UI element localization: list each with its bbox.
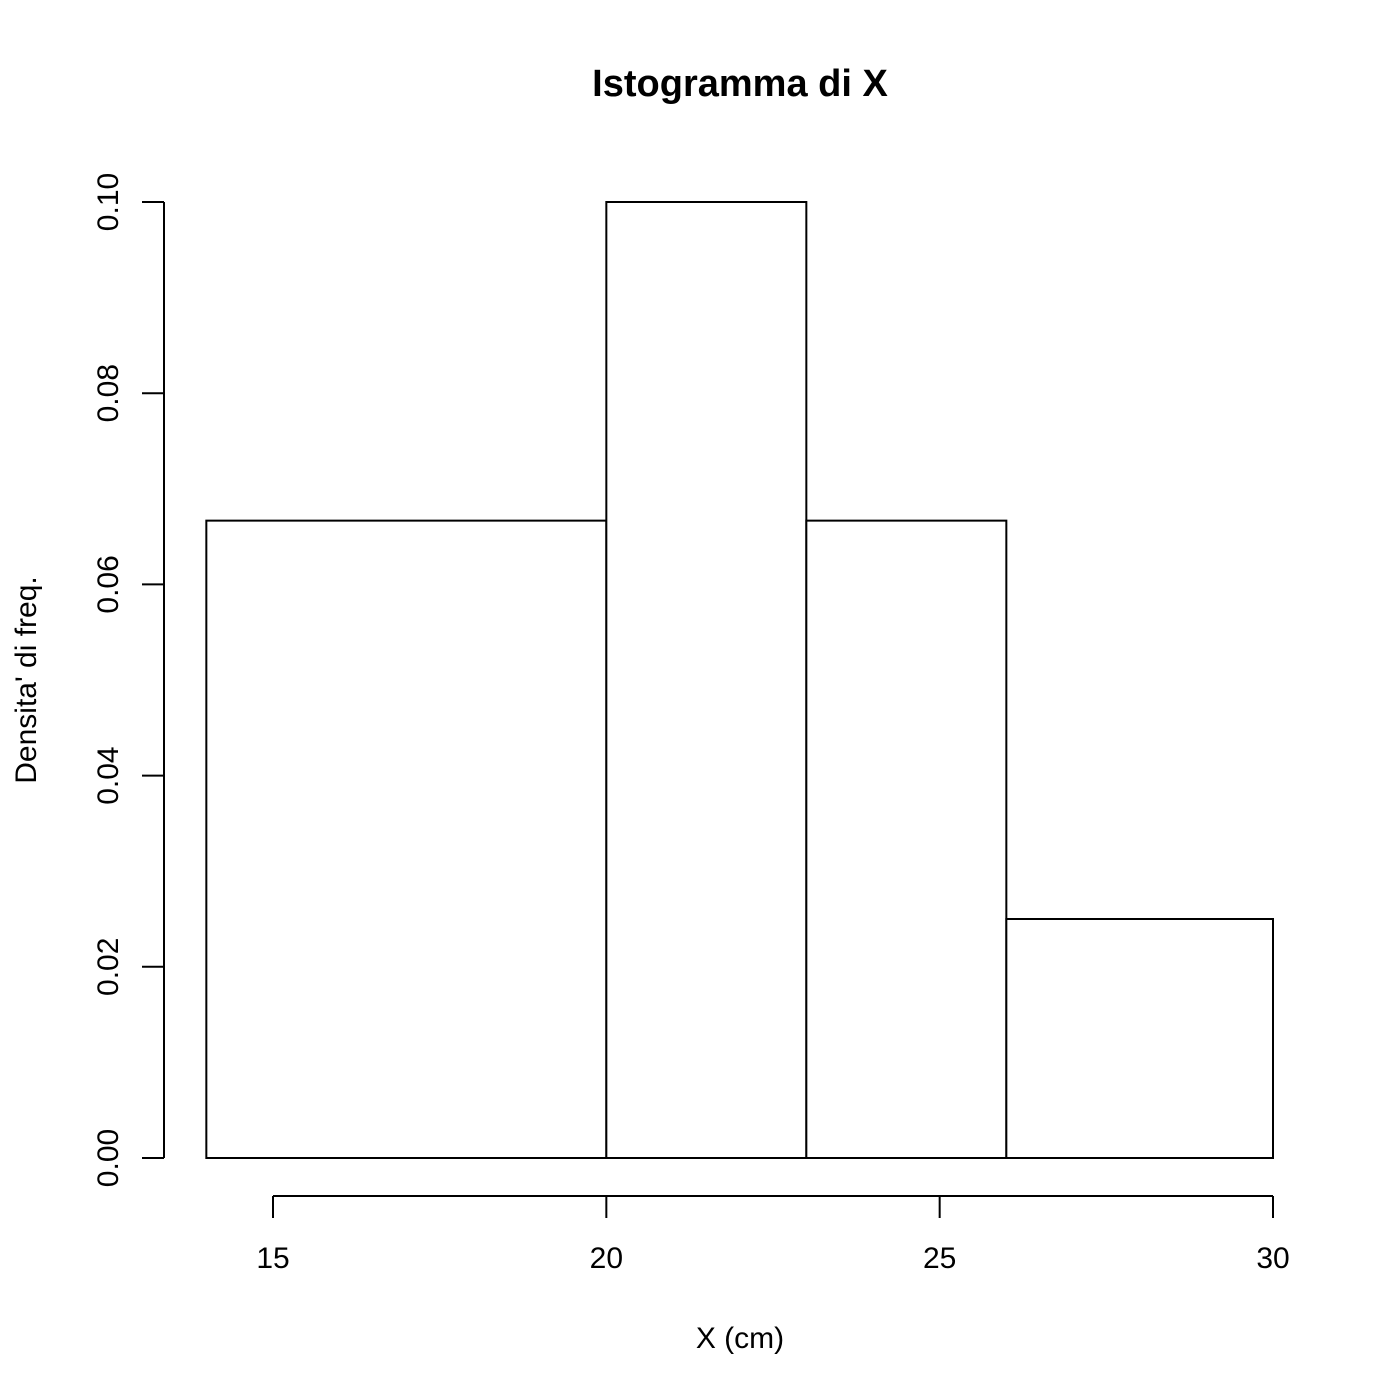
y-tick-label: 0.02 [92, 938, 125, 996]
x-axis: 15 20 25 30 [256, 1195, 1290, 1275]
bars-group [205, 201, 1274, 1159]
y-tick-label: 0.08 [92, 364, 125, 422]
histogram-bar-4 [1005, 918, 1274, 1159]
y-axis: 0.00 0.02 0.04 0.06 0.08 0.10 [92, 173, 165, 1187]
histogram-bar-3 [805, 519, 1008, 1159]
y-tick-label: 0.10 [92, 173, 125, 231]
x-tick-label: 30 [1256, 1242, 1289, 1275]
x-tick-label: 25 [923, 1242, 956, 1275]
histogram-bar-1 [205, 519, 608, 1159]
histogram-bar-2 [605, 201, 808, 1159]
x-axis-label: X (cm) [696, 1322, 784, 1355]
y-tick-label: 0.06 [92, 555, 125, 613]
x-tick-label: 15 [256, 1242, 289, 1275]
y-axis-label: Densita' di freq. [10, 576, 43, 784]
y-tick-label: 0.04 [92, 746, 125, 804]
chart-title: Istogramma di X [592, 63, 888, 105]
x-tick-label: 20 [590, 1242, 623, 1275]
y-tick-label: 0.00 [92, 1129, 125, 1187]
